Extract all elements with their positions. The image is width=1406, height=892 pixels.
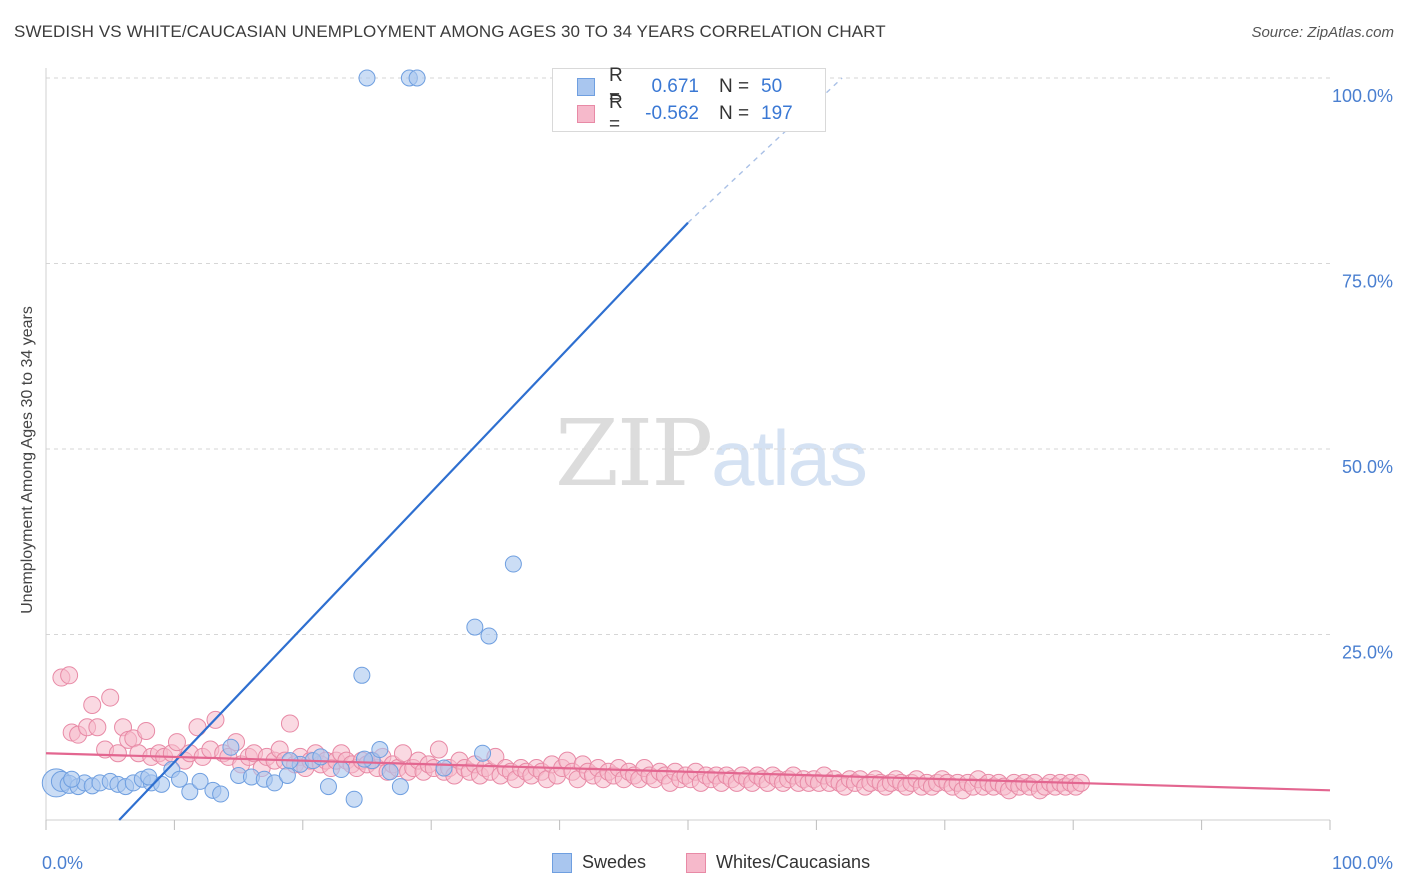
swedes-point bbox=[381, 763, 399, 781]
watermark-atlas: atlas bbox=[711, 414, 868, 502]
watermark-zip: ZIP bbox=[555, 400, 713, 507]
swedes-point bbox=[332, 761, 350, 779]
swedes-point bbox=[435, 759, 453, 777]
swedes-point bbox=[63, 770, 81, 788]
correlation-legend: R = 0.671 N = 50 R = -0.562 N = 197 bbox=[552, 65, 826, 135]
legend-r-label: R = bbox=[609, 65, 623, 108]
whites-point bbox=[137, 721, 156, 740]
swedes-point bbox=[181, 783, 199, 801]
bottom-legend-swatch-whites bbox=[686, 852, 706, 873]
legend-r-label: R = bbox=[609, 92, 623, 135]
bottom-legend-label-whites: Whites/Caucasians bbox=[716, 852, 871, 872]
bottom-legend-label-swedes: Swedes bbox=[582, 852, 647, 872]
legend-n-label: N = bbox=[719, 103, 750, 124]
whites-point bbox=[108, 744, 127, 763]
swedes-point bbox=[504, 555, 522, 573]
legend-r-value: -0.562 bbox=[645, 103, 699, 124]
legend-r-value: 0.671 bbox=[651, 76, 699, 97]
whites-point bbox=[280, 714, 299, 733]
whites-point bbox=[429, 740, 448, 759]
swedes-point bbox=[358, 69, 376, 87]
legend-swatch-swedes bbox=[577, 78, 595, 96]
swedes-point bbox=[408, 69, 426, 87]
whites-point bbox=[60, 666, 79, 685]
source-label: Source: ZipAtlas.com bbox=[1251, 24, 1394, 41]
chart-title: SWEDISH VS WHITE/CAUCASIAN UNEMPLOYMENT … bbox=[14, 22, 886, 41]
legend-n-value: 197 bbox=[761, 103, 793, 124]
swedes-point bbox=[312, 748, 330, 766]
swedes-point bbox=[466, 618, 484, 636]
whites-point bbox=[83, 695, 102, 714]
whites-point bbox=[88, 718, 107, 737]
legend-swatch-whites bbox=[577, 105, 595, 123]
legend-n-label: N = bbox=[719, 76, 750, 97]
y-tick-label: 50.0% bbox=[1342, 457, 1393, 477]
swedes-point bbox=[266, 774, 284, 792]
swedes-point bbox=[278, 766, 296, 784]
watermark: ZIPatlas bbox=[555, 400, 868, 507]
whites-trendline bbox=[45, 752, 1331, 792]
whites-point bbox=[188, 718, 207, 737]
swedes-point bbox=[140, 768, 158, 786]
whites-point bbox=[101, 688, 120, 707]
swedes-point bbox=[222, 738, 240, 756]
legend-row-swedes: R = 0.671 N = 50 bbox=[577, 65, 783, 108]
bottom-legend-whites: Whites/Caucasians bbox=[686, 852, 870, 873]
swedes-point bbox=[212, 785, 230, 803]
y-tick-label: 75.0% bbox=[1342, 272, 1393, 292]
legend-row-whites: R = -0.562 N = 197 bbox=[577, 92, 793, 135]
swedes-trendline bbox=[118, 221, 689, 821]
whites-point bbox=[167, 733, 186, 752]
bottom-legend-swatch-swedes bbox=[552, 852, 572, 873]
swedes-point bbox=[355, 750, 373, 768]
swedes-point bbox=[171, 770, 189, 788]
x-tick-label: 100.0% bbox=[1332, 853, 1393, 873]
y-tick-label: 100.0% bbox=[1332, 86, 1393, 106]
swedes-point bbox=[345, 790, 363, 808]
swedes-point bbox=[480, 627, 498, 645]
whites-point bbox=[393, 744, 412, 763]
bottom-legend-swedes: Swedes bbox=[552, 852, 646, 873]
swedes-point bbox=[353, 666, 371, 684]
swedes-point bbox=[474, 744, 492, 762]
x-tick-label: 0.0% bbox=[42, 853, 83, 873]
legend-n-value: 50 bbox=[761, 76, 783, 97]
swedes-point bbox=[319, 778, 337, 796]
swedes-point bbox=[191, 772, 209, 790]
swedes-point bbox=[371, 741, 389, 759]
swedes-point bbox=[391, 778, 409, 796]
y-tick-label: 25.0% bbox=[1342, 643, 1393, 663]
